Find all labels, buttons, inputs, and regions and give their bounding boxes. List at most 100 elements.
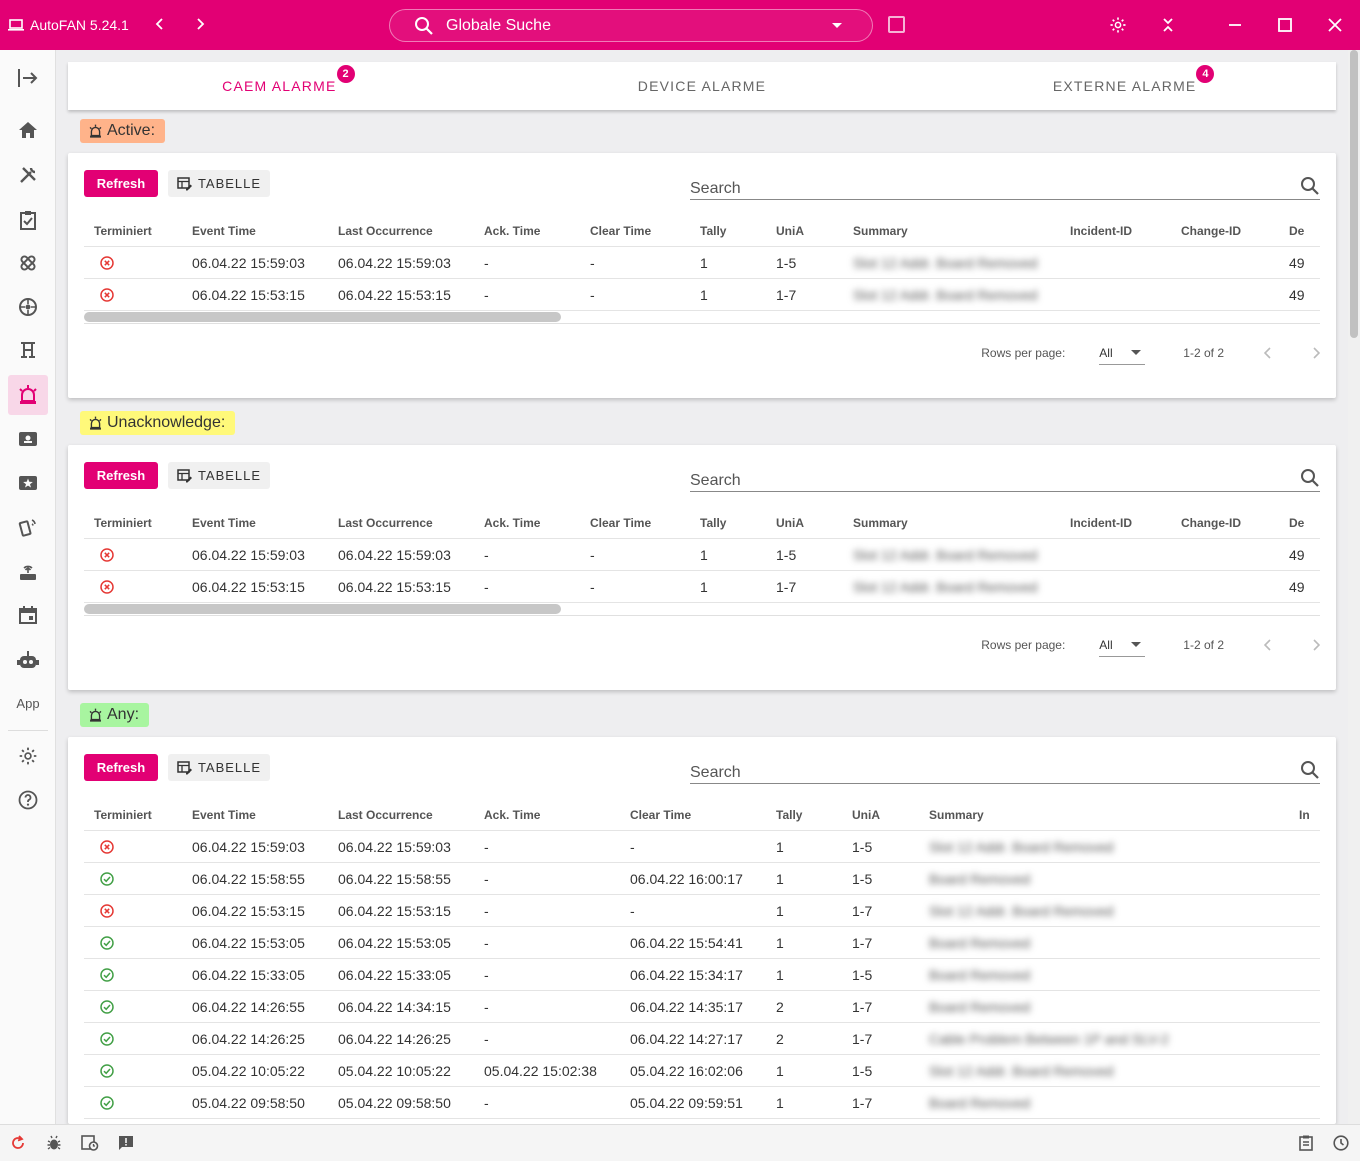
settings-button[interactable] bbox=[1107, 14, 1129, 36]
column-header[interactable]: Summary bbox=[853, 224, 908, 238]
horizontal-scrollbar[interactable] bbox=[84, 604, 561, 614]
history-button[interactable] bbox=[81, 1134, 99, 1152]
table-row[interactable]: 06.04.22 15:59:03 06.04.22 15:59:03 - - 1 1-5… bbox=[84, 247, 1320, 279]
column-header[interactable]: Terminiert bbox=[94, 808, 152, 822]
refresh-button[interactable]: Refresh bbox=[84, 754, 158, 781]
title-checkbox[interactable] bbox=[888, 16, 905, 33]
column-header[interactable]: In bbox=[1299, 808, 1310, 822]
sidebar-item-patch[interactable] bbox=[8, 243, 48, 283]
column-header[interactable]: Clear Time bbox=[590, 224, 652, 238]
column-header[interactable]: Terminiert bbox=[94, 516, 152, 530]
sidebar-item-tasks[interactable] bbox=[8, 200, 48, 240]
caret-down-icon[interactable] bbox=[832, 23, 842, 28]
tabelle-button[interactable]: TABELLE bbox=[168, 754, 270, 781]
next-page-button[interactable] bbox=[1312, 635, 1321, 656]
forward-button[interactable] bbox=[180, 15, 220, 36]
column-header[interactable]: Event Time bbox=[192, 516, 256, 530]
column-header[interactable]: Ack. Time bbox=[484, 516, 541, 530]
table-row[interactable]: 06.04.22 15:59:03 06.04.22 15:59:03 - - 1 1-5… bbox=[84, 831, 1320, 863]
column-header[interactable]: Event Time bbox=[192, 224, 256, 238]
prev-page-button[interactable] bbox=[1263, 635, 1272, 656]
horizontal-scrollbar[interactable] bbox=[84, 312, 561, 322]
vertical-scrollbar[interactable] bbox=[1348, 50, 1360, 1124]
table-row[interactable]: 06.04.22 15:53:05 06.04.22 15:53:05 - 06.04… bbox=[84, 927, 1320, 959]
table-row[interactable]: 06.04.22 14:26:25 06.04.22 14:26:25 - 06.04… bbox=[84, 1023, 1320, 1055]
sidebar-item-app[interactable]: App bbox=[16, 695, 40, 711]
sidebar-item-wiring[interactable] bbox=[8, 330, 48, 370]
maximize-button[interactable] bbox=[1274, 14, 1296, 36]
rows-per-page-select[interactable]: All bbox=[1099, 633, 1146, 657]
column-header[interactable]: Change-ID bbox=[1181, 224, 1241, 238]
tab-caem-alarme[interactable]: CAEM ALARME 2 bbox=[68, 62, 491, 110]
column-header[interactable]: Last Occurrence bbox=[338, 516, 433, 530]
clipboard-button[interactable] bbox=[1297, 1134, 1315, 1152]
column-header[interactable]: Clear Time bbox=[590, 516, 652, 530]
table-row[interactable]: 06.04.22 15:53:15 06.04.22 15:53:15 - - 1 1-7… bbox=[84, 571, 1320, 603]
sidebar-item-router[interactable] bbox=[8, 552, 48, 592]
column-header[interactable]: Terminiert bbox=[94, 224, 152, 238]
sidebar-item-expand[interactable] bbox=[8, 58, 48, 98]
sidebar-item-calendar[interactable] bbox=[8, 595, 48, 635]
table-row[interactable]: 06.04.22 15:53:15 06.04.22 15:53:15 - - 1 1-7… bbox=[84, 895, 1320, 927]
sidebar-item-devices[interactable] bbox=[8, 507, 48, 547]
column-header[interactable]: UniA bbox=[852, 808, 880, 822]
clock-button[interactable] bbox=[1332, 1134, 1350, 1152]
column-header[interactable]: De bbox=[1289, 224, 1305, 238]
column-header[interactable]: Summary bbox=[929, 808, 984, 822]
column-header[interactable]: Change-ID bbox=[1181, 516, 1241, 530]
refresh-button[interactable]: Refresh bbox=[84, 170, 158, 197]
close-button[interactable] bbox=[1324, 14, 1346, 36]
tab-externe-alarme[interactable]: EXTERNE ALARME 4 bbox=[913, 62, 1336, 110]
minimize-button[interactable] bbox=[1224, 14, 1246, 36]
table-search-input[interactable] bbox=[690, 172, 1270, 199]
column-header[interactable]: Tally bbox=[776, 808, 803, 822]
column-header[interactable]: Ack. Time bbox=[484, 224, 541, 238]
feedback-button[interactable] bbox=[117, 1134, 135, 1152]
column-header[interactable]: Event Time bbox=[192, 808, 256, 822]
search-icon[interactable] bbox=[1300, 760, 1320, 785]
global-search[interactable]: Globale Suche bbox=[389, 9, 873, 42]
column-header[interactable]: Last Occurrence bbox=[338, 224, 433, 238]
search-icon[interactable] bbox=[1300, 468, 1320, 493]
column-header[interactable]: UniA bbox=[776, 224, 804, 238]
sidebar-item-alarms[interactable] bbox=[8, 375, 48, 415]
sidebar-item-robot[interactable] bbox=[8, 640, 48, 680]
sidebar-item-favorites[interactable] bbox=[8, 463, 48, 503]
column-header[interactable]: Tally bbox=[700, 224, 727, 238]
column-header[interactable]: Tally bbox=[700, 516, 727, 530]
table-row[interactable]: 06.04.22 15:33:05 06.04.22 15:33:05 - 06.04… bbox=[84, 959, 1320, 991]
column-header[interactable]: Summary bbox=[853, 516, 908, 530]
sidebar-item-tools[interactable] bbox=[8, 155, 48, 195]
column-header[interactable]: De bbox=[1289, 516, 1305, 530]
refresh-button[interactable]: Refresh bbox=[84, 462, 158, 489]
column-header[interactable]: Last Occurrence bbox=[338, 808, 433, 822]
collapse-button[interactable] bbox=[1157, 14, 1179, 36]
sidebar-item-tickets[interactable] bbox=[8, 419, 48, 459]
sidebar-item-settings[interactable] bbox=[8, 736, 48, 776]
vertical-scrollbar-thumb[interactable] bbox=[1350, 50, 1358, 338]
tabelle-button[interactable]: TABELLE bbox=[168, 170, 270, 197]
table-search-input[interactable] bbox=[690, 464, 1270, 491]
tabelle-button[interactable]: TABELLE bbox=[168, 462, 270, 489]
column-header[interactable]: Incident-ID bbox=[1070, 224, 1132, 238]
rows-per-page-select[interactable]: All bbox=[1099, 341, 1146, 365]
debug-button[interactable] bbox=[45, 1134, 63, 1152]
table-row[interactable]: 05.04.22 09:58:50 05.04.22 09:58:50 - 05.04… bbox=[84, 1087, 1320, 1119]
column-header[interactable]: Clear Time bbox=[630, 808, 692, 822]
column-header[interactable]: Incident-ID bbox=[1070, 516, 1132, 530]
table-row[interactable]: 05.04.22 10:05:22 05.04.22 10:05:22 05.04.… bbox=[84, 1055, 1320, 1087]
next-page-button[interactable] bbox=[1312, 343, 1321, 364]
table-row[interactable]: 06.04.22 15:59:03 06.04.22 15:59:03 - - 1 1-5… bbox=[84, 539, 1320, 571]
column-header[interactable]: UniA bbox=[776, 516, 804, 530]
table-row[interactable]: 06.04.22 15:53:15 06.04.22 15:53:15 - - 1 1-7… bbox=[84, 279, 1320, 311]
back-button[interactable] bbox=[140, 15, 180, 36]
sidebar-item-home[interactable] bbox=[8, 110, 48, 150]
column-header[interactable]: Ack. Time bbox=[484, 808, 541, 822]
table-search-input[interactable] bbox=[690, 756, 1270, 783]
table-row[interactable]: 06.04.22 15:58:55 06.04.22 15:58:55 - 06.04… bbox=[84, 863, 1320, 895]
reload-button[interactable] bbox=[9, 1134, 27, 1152]
search-icon[interactable] bbox=[1300, 176, 1320, 201]
table-row[interactable]: 06.04.22 14:26:55 06.04.22 14:34:15 - 06.04… bbox=[84, 991, 1320, 1023]
prev-page-button[interactable] bbox=[1263, 343, 1272, 364]
sidebar-item-network[interactable] bbox=[8, 287, 48, 327]
